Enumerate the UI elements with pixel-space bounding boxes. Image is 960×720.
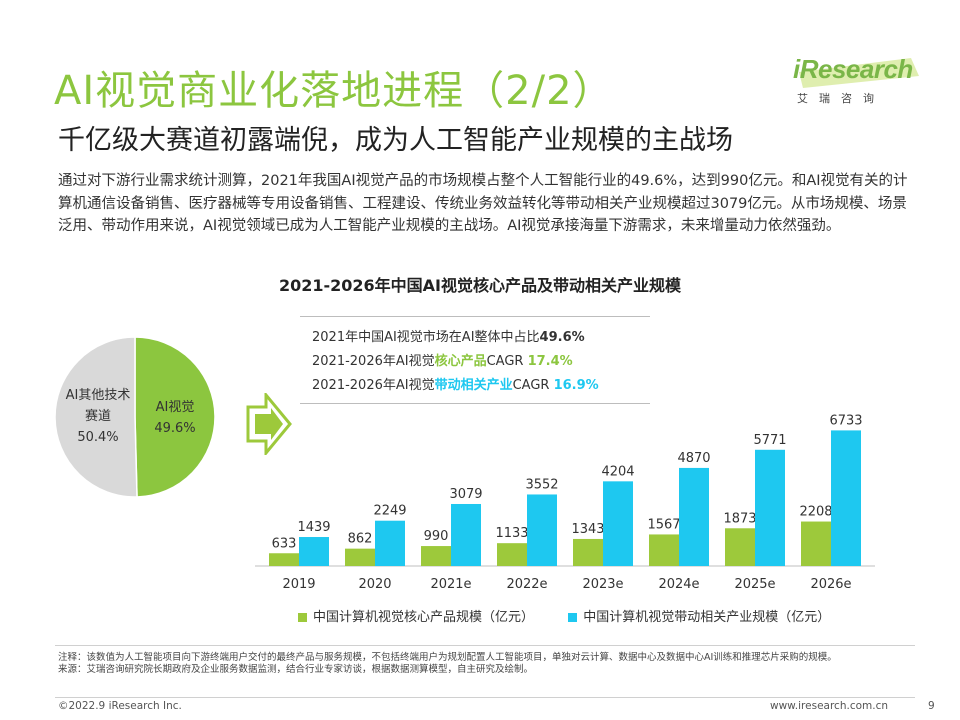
label-related-2023e: 4204 [601,464,634,479]
kpi-related-mid: CAGR [512,378,554,393]
chevron-arrow-icon [246,393,292,455]
x-tick-2019: 2019 [282,577,315,592]
share-pie-chart: AI其他技术 赛道 50.4% AI视觉 49.6% [54,336,216,498]
pie-slice-other [54,336,138,498]
pie-svg [54,336,216,498]
kpi-top-divider [300,316,650,317]
bar-related-2024e [679,467,709,566]
logo-flag-icon [799,58,919,88]
kpi-row-related-cagr: 2021-2026年AI视觉带动相关产业CAGR 16.9% [312,374,599,393]
label-related-2025e: 5771 [753,433,786,448]
x-tick-2026e: 2026e [810,577,851,592]
label-related-2024e: 4870 [677,451,710,466]
bar-core-2025e [725,528,755,566]
label-related-2021e: 3079 [449,487,482,502]
bar-related-2023e [603,481,633,566]
label-core-2025e: 1873 [723,511,756,526]
bar-core-2023e [573,538,603,566]
x-tick-2025e: 2025e [734,577,775,592]
bar-related-2025e [755,449,785,566]
bar-core-2021e [421,546,451,566]
kpi-share-text: 2021年中国AI视觉市场在AI整体中占比 [312,330,540,345]
label-core-2021e: 990 [424,529,449,544]
legend-item-core: 中国计算机视觉核心产品规模（亿元） [298,610,534,625]
bar-related-2022e [527,494,557,566]
pie-label-other: AI其他技术 赛道 50.4% [61,385,135,448]
pie-label-other-name-1: AI其他技术 [65,388,131,403]
pie-label-ai-value: 49.6% [154,421,196,436]
label-related-2019: 1439 [297,520,330,535]
legend-label-core: 中国计算机视觉核心产品规模（亿元） [313,610,535,625]
label-related-2026e: 6733 [829,413,862,428]
pie-label-ai-vision: AI视觉 49.6% [141,397,209,439]
bar-core-2022e [497,543,527,566]
label-related-2020: 2249 [373,504,406,519]
label-core-2023e: 1343 [571,522,604,537]
x-tick-2024e: 2024e [658,577,699,592]
legend-swatch-core [298,613,307,622]
kpi-core-value: 17.4% [527,354,573,369]
kpi-related-prefix: 2021-2026年AI视觉 [312,378,435,393]
footer-divider [55,697,915,698]
notes: 注释：该数值为人工智能项目向下游终端用户交付的最终产品与服务规模，不包括终端用户… [58,652,918,676]
intro-paragraph: 通过对下游行业需求统计测算，2021年我国AI视觉产品的市场规模占整个人工智能行… [58,173,908,234]
label-core-2022e: 1133 [495,526,528,541]
kpi-row-share: 2021年中国AI视觉市场在AI整体中占比49.6% [312,326,585,345]
bar-core-2026e [801,521,831,566]
page-number: 9 [928,700,935,712]
kpi-core-mid: CAGR [486,354,528,369]
legend-label-related: 中国计算机视觉带动相关产业规模（亿元） [583,610,831,625]
source-text: 来源：艾瑞咨询研究院长期政府及企业服务数据监测，结合行业专家访谈，根据数据测算模… [58,664,534,675]
legend-item-related: 中国计算机视觉带动相关产业规模（亿元） [568,610,830,625]
bar-related-2021e [451,503,481,566]
logo-tagline: 艾瑞咨询 [797,92,885,105]
kpi-bottom-divider [300,403,650,404]
kpi-core-highlight: 核心产品 [434,354,487,369]
bar-core-2019 [269,553,299,566]
kpi-core-prefix: 2021-2026年AI视觉 [312,354,435,369]
x-tick-2021e: 2021e [430,577,471,592]
kpi-box: 2021年中国AI视觉市场在AI整体中占比49.6% 2021-2026年AI视… [300,316,650,404]
bar-related-2026e [831,430,861,566]
notes-divider [55,645,915,646]
label-core-2026e: 2208 [799,505,832,520]
page-title: AI视觉商业化落地进程（2/2） [54,68,614,114]
bar-core-2024e [649,534,679,566]
kpi-row-core-cagr: 2021-2026年AI视觉核心产品CAGR 17.4% [312,350,573,369]
label-core-2024e: 1567 [647,517,680,532]
x-tick-2022e: 2022e [506,577,547,592]
pie-label-other-name-2: 赛道 [84,409,111,424]
label-related-2022e: 3552 [525,477,558,492]
iresearch-logo: iResearch 艾瑞咨询 [793,50,923,112]
copyright: ©2022.9 iResearch Inc. [58,700,182,712]
bar-related-2019 [299,537,329,566]
note-text: 注释：该数值为人工智能项目向下游终端用户交付的最终产品与服务规模，不包括终端用户… [58,652,837,663]
chart-legend: 中国计算机视觉核心产品规模（亿元） 中国计算机视觉带动相关产业规模（亿元） [298,606,830,625]
kpi-related-value: 16.9% [553,378,599,393]
pie-label-other-value: 50.4% [77,430,119,445]
label-core-2019: 633 [272,536,297,551]
legend-swatch-related [568,613,578,622]
website: www.iresearch.com.cn [770,700,889,712]
x-tick-2020: 2020 [358,577,391,592]
x-tick-2023e: 2023e [582,577,623,592]
page-subtitle: 千亿级大赛道初露端倪，成为人工智能产业规模的主战场 [58,125,733,156]
kpi-share-value: 49.6% [539,330,585,345]
bar-core-2020 [345,548,375,566]
logo-brand: iResearch [793,54,913,84]
pie-label-ai-name: AI视觉 [155,400,195,415]
bar-related-2020 [375,520,405,566]
label-core-2020: 862 [348,532,373,547]
chart-title: 2021-2026年中国AI视觉核心产品及带动相关产业规模 [278,276,682,295]
kpi-related-highlight: 带动相关产业 [434,378,513,393]
